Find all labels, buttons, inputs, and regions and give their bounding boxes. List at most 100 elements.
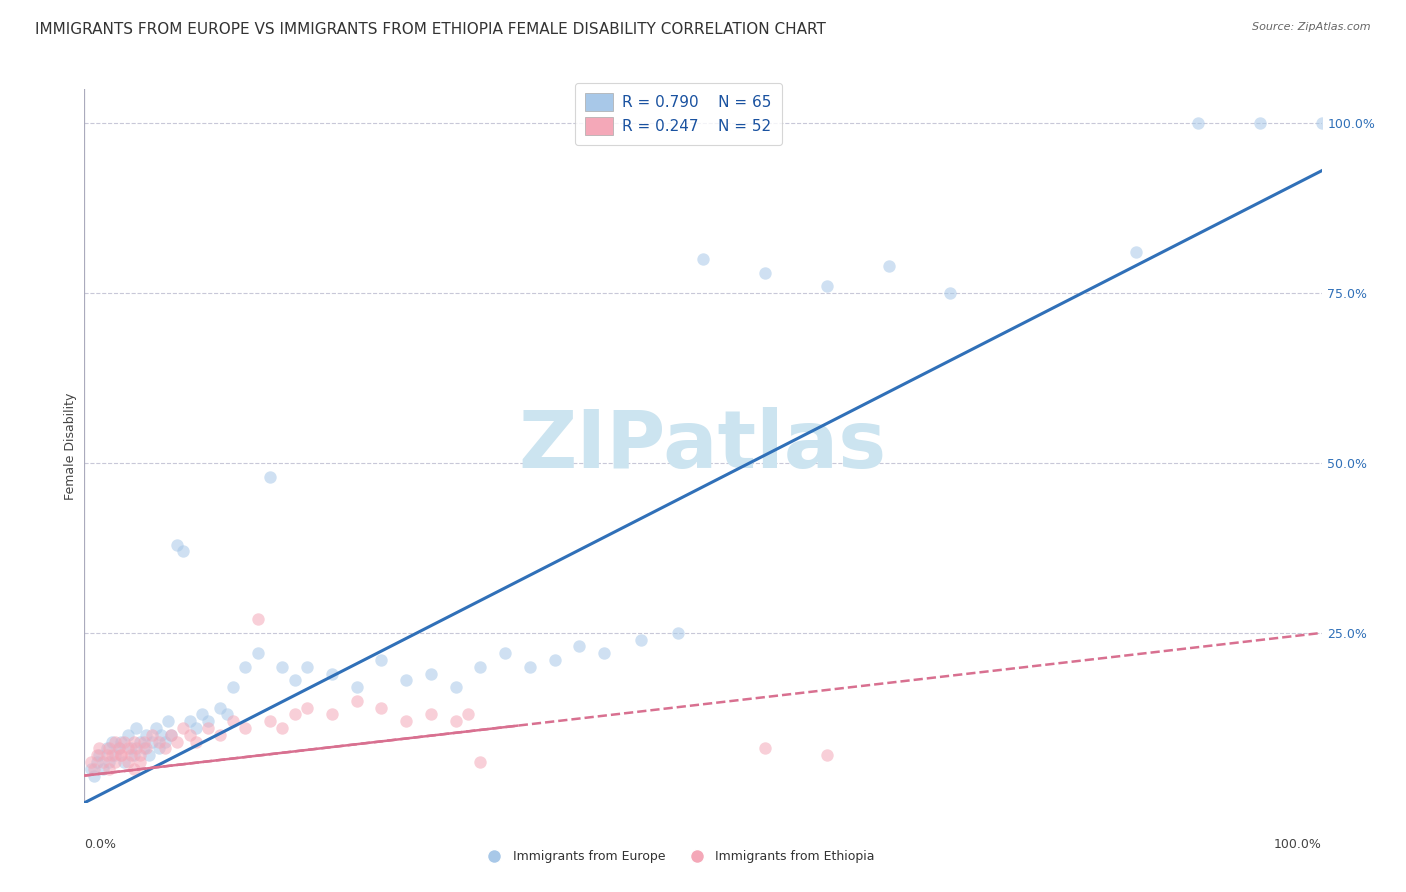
Point	[284, 707, 307, 722]
Point	[259, 714, 281, 729]
Point	[104, 755, 127, 769]
Point	[494, 646, 516, 660]
Point	[939, 286, 962, 301]
Point	[117, 741, 139, 756]
Point	[271, 660, 294, 674]
Point	[197, 714, 219, 729]
Point	[100, 748, 122, 763]
Point	[593, 646, 616, 660]
Point	[100, 734, 122, 748]
Point	[346, 694, 368, 708]
Point	[172, 721, 194, 735]
Point	[160, 728, 183, 742]
Point	[271, 721, 294, 735]
Point	[104, 748, 127, 763]
Point	[89, 741, 111, 756]
Point	[457, 707, 479, 722]
Point	[122, 734, 145, 748]
Point	[129, 755, 152, 769]
Legend: Immigrants from Europe, Immigrants from Ethiopia: Immigrants from Europe, Immigrants from …	[477, 845, 880, 868]
Point	[215, 707, 238, 722]
Point	[145, 721, 167, 735]
Point	[692, 252, 714, 266]
Point	[83, 769, 105, 783]
Point	[246, 612, 269, 626]
Point	[96, 748, 118, 763]
Point	[112, 734, 135, 748]
Point	[1249, 116, 1271, 130]
Point	[1187, 116, 1209, 130]
Point	[568, 640, 591, 654]
Point	[86, 755, 108, 769]
Point	[98, 762, 121, 776]
Point	[132, 741, 155, 756]
Point	[630, 632, 652, 647]
Point	[395, 714, 418, 729]
Point	[122, 748, 145, 763]
Point	[135, 728, 157, 742]
Point	[148, 741, 170, 756]
Text: 100.0%: 100.0%	[1274, 838, 1322, 852]
Point	[754, 741, 776, 756]
Point	[1125, 245, 1147, 260]
Text: ZIPatlas: ZIPatlas	[519, 407, 887, 485]
Point	[184, 721, 207, 735]
Point	[157, 714, 180, 729]
Point	[122, 762, 145, 776]
Point	[519, 660, 541, 674]
Point	[259, 469, 281, 483]
Point	[222, 714, 245, 729]
Point	[83, 762, 105, 776]
Point	[117, 728, 139, 742]
Point	[153, 741, 176, 756]
Point	[108, 741, 131, 756]
Text: 0.0%: 0.0%	[84, 838, 117, 852]
Point	[543, 653, 565, 667]
Point	[79, 755, 101, 769]
Point	[135, 741, 157, 756]
Point	[419, 666, 441, 681]
Point	[138, 748, 160, 763]
Point	[108, 741, 131, 756]
Point	[112, 755, 135, 769]
Point	[91, 762, 114, 776]
Point	[470, 660, 492, 674]
Point	[141, 728, 163, 742]
Point	[129, 748, 152, 763]
Point	[754, 266, 776, 280]
Point	[91, 755, 114, 769]
Point	[877, 259, 900, 273]
Point	[191, 707, 214, 722]
Point	[815, 748, 838, 763]
Point	[184, 734, 207, 748]
Point	[120, 748, 142, 763]
Point	[321, 707, 343, 722]
Point	[815, 279, 838, 293]
Point	[470, 755, 492, 769]
Point	[150, 728, 173, 742]
Point	[98, 755, 121, 769]
Point	[222, 680, 245, 694]
Point	[98, 741, 121, 756]
Point	[246, 646, 269, 660]
Point	[104, 734, 127, 748]
Point	[179, 728, 201, 742]
Point	[129, 734, 152, 748]
Point	[125, 741, 148, 756]
Text: IMMIGRANTS FROM EUROPE VS IMMIGRANTS FROM ETHIOPIA FEMALE DISABILITY CORRELATION: IMMIGRANTS FROM EUROPE VS IMMIGRANTS FRO…	[35, 22, 827, 37]
Point	[96, 741, 118, 756]
Point	[110, 748, 132, 763]
Point	[444, 714, 467, 729]
Point	[79, 762, 101, 776]
Point	[86, 748, 108, 763]
Point	[295, 660, 318, 674]
Point	[295, 700, 318, 714]
Point	[166, 734, 188, 748]
Point	[110, 734, 132, 748]
Point	[166, 537, 188, 551]
Point	[284, 673, 307, 688]
Point	[153, 734, 176, 748]
Point	[160, 728, 183, 742]
Point	[89, 748, 111, 763]
Point	[321, 666, 343, 681]
